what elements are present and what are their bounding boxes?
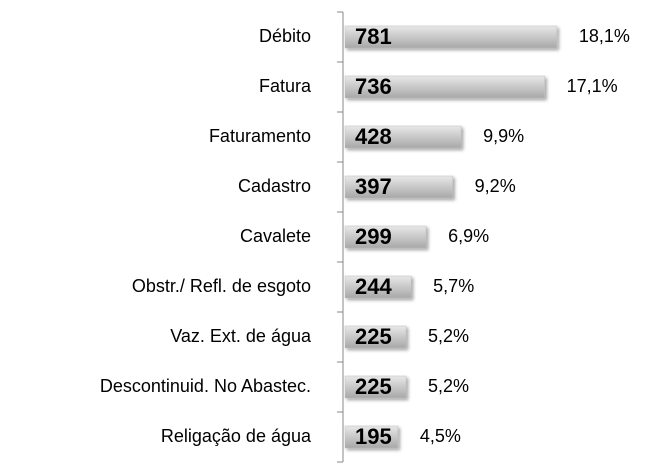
percent-label: 9,9% bbox=[483, 126, 524, 146]
bar bbox=[344, 425, 399, 449]
value-label: 244 bbox=[355, 274, 392, 299]
bar bbox=[344, 225, 427, 249]
percent-label: 5,2% bbox=[428, 326, 469, 346]
value-label: 299 bbox=[355, 224, 392, 249]
percent-label: 5,2% bbox=[428, 376, 469, 396]
category-label: Débito bbox=[259, 26, 311, 46]
bar bbox=[344, 75, 545, 99]
bar bbox=[344, 375, 407, 399]
category-label: Cavalete bbox=[240, 226, 311, 246]
bar bbox=[344, 325, 407, 349]
value-label: 397 bbox=[355, 174, 392, 199]
category-label: Vaz. Ext. de água bbox=[170, 326, 312, 346]
bar bbox=[344, 175, 453, 199]
bar bbox=[344, 125, 462, 149]
category-label: Obstr./ Refl. de esgoto bbox=[132, 276, 311, 296]
percent-label: 9,2% bbox=[475, 176, 516, 196]
value-label: 428 bbox=[355, 124, 392, 149]
percent-label: 4,5% bbox=[420, 426, 461, 446]
percent-label: 18,1% bbox=[579, 26, 630, 46]
bar bbox=[344, 275, 412, 299]
value-label: 781 bbox=[355, 24, 392, 49]
value-label: 736 bbox=[355, 74, 392, 99]
category-label: Faturamento bbox=[209, 126, 311, 146]
percent-label: 17,1% bbox=[567, 76, 618, 96]
value-label: 225 bbox=[355, 374, 392, 399]
value-label: 225 bbox=[355, 324, 392, 349]
category-label: Cadastro bbox=[238, 176, 311, 196]
percent-label: 5,7% bbox=[433, 276, 474, 296]
category-label: Religação de água bbox=[161, 426, 312, 446]
value-label: 195 bbox=[355, 424, 392, 449]
bar bbox=[344, 25, 558, 49]
category-label: Fatura bbox=[259, 76, 312, 96]
category-label: Descontinuid. No Abastec. bbox=[100, 376, 311, 396]
percent-label: 6,9% bbox=[448, 226, 489, 246]
